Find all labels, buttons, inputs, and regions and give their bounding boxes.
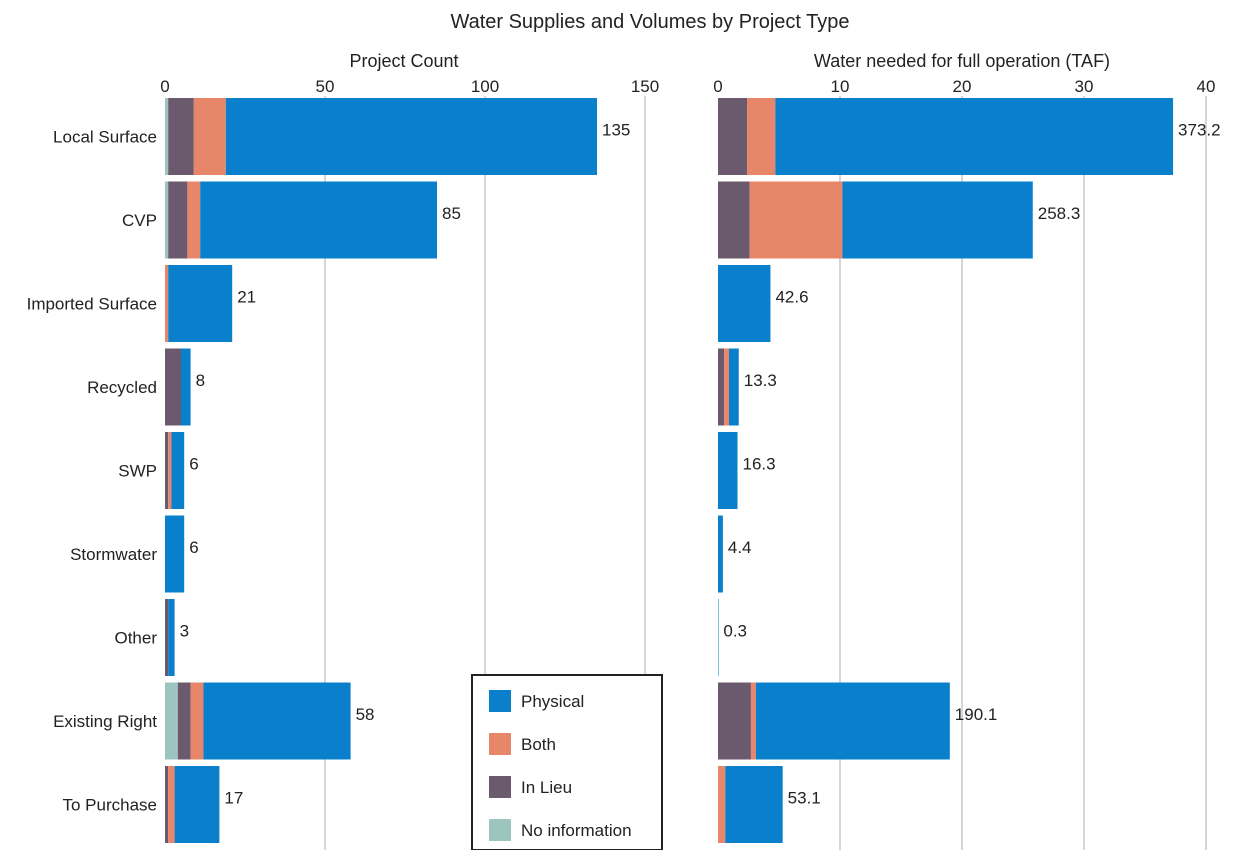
data-label: 58 (356, 705, 375, 724)
bar-segment-both (718, 766, 726, 843)
bar-segment-physical (775, 98, 1174, 175)
bar-segment-physical (168, 265, 233, 342)
data-label: 16.3 (743, 455, 776, 474)
legend: Physical Both In Lieu No information (471, 674, 663, 850)
category-labels: Local Surface CVP Imported Surface Recycled… (27, 128, 158, 815)
data-label: 0.3 (723, 622, 747, 641)
bar-segment-both (168, 432, 172, 509)
bar-segment-physical (718, 432, 738, 509)
data-label: 135 (602, 121, 630, 140)
legend-label: Physical (521, 692, 584, 711)
bar-segment-physical (728, 348, 739, 426)
tick-label: 0 (160, 77, 169, 96)
data-label: 13.3 (744, 371, 777, 390)
data-label: 258.3 (1038, 204, 1081, 223)
bar-segment-physical (168, 599, 175, 676)
bar-segment-both (165, 265, 169, 342)
bar-segment-both (724, 348, 729, 426)
bar-segment-inlieu (165, 348, 181, 426)
tick-label: 0 (713, 77, 722, 96)
data-label: 6 (189, 455, 198, 474)
bar-segment-both (187, 181, 201, 259)
bar-segment-both (168, 766, 175, 843)
bar-segment-physical (718, 599, 719, 676)
bar-segment-inlieu (718, 348, 725, 426)
legend-swatch-physical (489, 690, 511, 712)
category-label: SWP (118, 462, 157, 481)
data-label: 21 (237, 288, 256, 307)
bar-segment-physical (171, 432, 185, 509)
data-label: 8 (196, 371, 205, 390)
legend-label: In Lieu (521, 778, 572, 797)
bar-segment-physical (203, 682, 351, 760)
data-label: 373.2 (1178, 121, 1221, 140)
data-label: 42.6 (775, 288, 808, 307)
tick-label: 10 (831, 77, 850, 96)
category-label: Recycled (87, 378, 157, 397)
bar-segment-physical (174, 766, 220, 843)
data-label: 85 (442, 204, 461, 223)
bar-segment-noinfo (165, 181, 169, 259)
tick-label: 20 (953, 77, 972, 96)
bar-segment-inlieu (718, 682, 751, 760)
bar-segment-inlieu (177, 682, 191, 760)
bar-segment-inlieu (718, 98, 748, 175)
bar-segment-physical (755, 682, 950, 760)
category-label: To Purchase (63, 796, 158, 815)
data-label: 190.1 (955, 705, 998, 724)
data-label: 4.4 (728, 538, 752, 557)
bar-segment-physical (725, 766, 783, 843)
bar-segment-inlieu (718, 181, 750, 259)
bar-segment-physical (200, 181, 437, 259)
category-label: Existing Right (53, 712, 157, 731)
legend-swatch-both (489, 733, 511, 755)
tick-label: 100 (471, 77, 499, 96)
bar-segment-inlieu (168, 181, 188, 259)
tick-label: 50 (316, 77, 335, 96)
bar-segment-both (190, 682, 204, 760)
panel-title: Water needed for full operation (TAF) (814, 51, 1110, 71)
bar-segment-both (750, 682, 756, 760)
bar-segment-physical (718, 515, 723, 593)
bar-segment-inlieu (168, 98, 194, 175)
category-label: Other (114, 629, 157, 648)
tick-label: 150 (631, 77, 659, 96)
legend-swatch-inlieu (489, 776, 511, 798)
bar-segment-inlieu (165, 766, 169, 843)
bar-segment-physical (165, 515, 185, 593)
category-label: Stormwater (70, 545, 157, 564)
chart-title: Water Supplies and Volumes by Project Ty… (450, 11, 849, 33)
bar-segment-both (193, 98, 226, 175)
bar-segment-physical (718, 265, 771, 342)
data-label: 53.1 (788, 789, 821, 808)
bar-segment-both (747, 98, 776, 175)
bar-segment-physical (181, 348, 191, 426)
bar-segment-both (749, 181, 843, 259)
category-label: Imported Surface (27, 295, 157, 314)
bar-segment-inlieu (165, 599, 169, 676)
tick-label: 30 (1075, 77, 1094, 96)
bar-segment-inlieu (165, 432, 169, 509)
bar-segment-noinfo (165, 98, 169, 175)
category-label: Local Surface (53, 128, 157, 147)
data-label: 17 (224, 789, 243, 808)
bar-segment-physical (842, 181, 1033, 259)
panel-water-needed: Water needed for full operation (TAF) 0 1… (713, 51, 1221, 850)
legend-swatch-noinfo (489, 819, 511, 841)
bar-segment-physical (225, 98, 598, 175)
panel-project-count: Project Count 0 50 100 150 135 85 21 8 6 6 3 58 17 (160, 51, 659, 850)
legend-label: No information (521, 821, 632, 840)
data-label: 6 (189, 538, 198, 557)
data-label: 3 (180, 622, 189, 641)
legend-label: Both (521, 735, 556, 754)
panel-title: Project Count (349, 51, 458, 71)
bar-segment-noinfo (165, 682, 178, 760)
tick-label: 40 (1197, 77, 1216, 96)
category-label: CVP (122, 211, 157, 230)
